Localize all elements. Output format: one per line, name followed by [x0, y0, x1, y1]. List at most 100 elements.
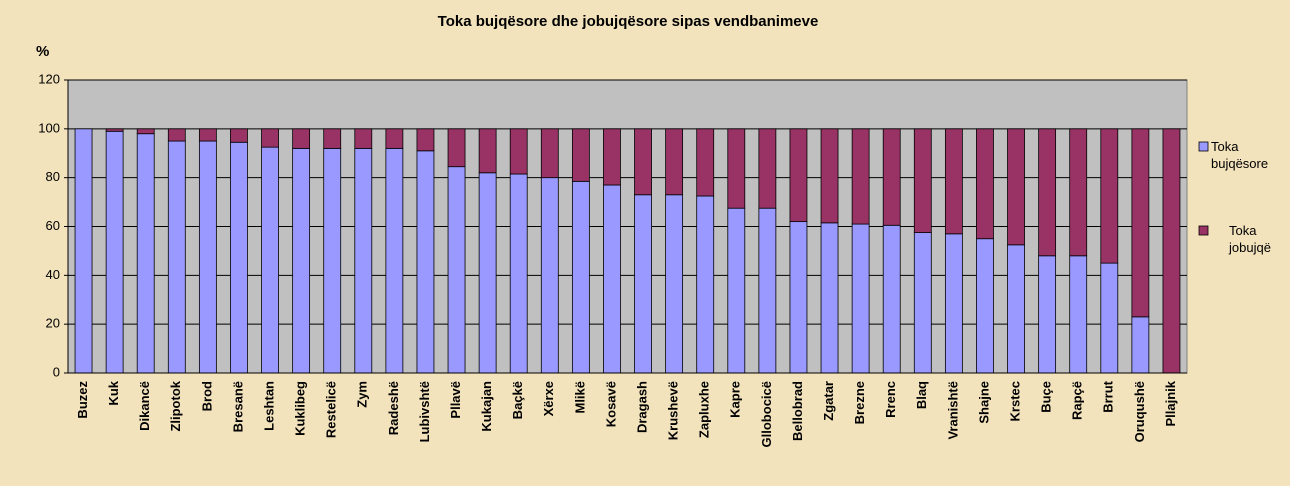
- bar-segment: [354, 147, 373, 374]
- bar-segment: [976, 238, 994, 374]
- x-tick-label: Kuklibeg: [293, 381, 308, 436]
- x-tick-label: Zgatar: [821, 381, 836, 421]
- y-tick-label: 20: [46, 316, 60, 331]
- bar-segment: [1038, 128, 1057, 257]
- bar-segment: [1069, 255, 1088, 374]
- bar-segment: [1162, 128, 1181, 374]
- x-tick-label: Pllavë: [448, 381, 463, 419]
- x-tick-label: Kosavë: [603, 381, 618, 427]
- x-tick-label: Krushevë: [666, 381, 681, 440]
- bar-segment: [696, 128, 715, 197]
- bar-segment: [416, 128, 435, 152]
- x-tick-label: Mlikë: [572, 381, 587, 414]
- legend-label: Toka bujqësore: [1211, 139, 1269, 171]
- x-tick-label: Bresanë: [230, 381, 245, 432]
- x-tick-label: Vranishtë: [945, 381, 960, 440]
- bar-segment: [789, 128, 808, 223]
- x-tick-label: Rapçë: [1070, 381, 1085, 420]
- x-tick-label: Xërxe: [541, 381, 556, 416]
- bar-segment: [292, 147, 311, 374]
- x-tick-label: Kapre: [728, 381, 743, 418]
- bar-segment: [136, 128, 155, 135]
- bar-segment: [1131, 316, 1150, 374]
- x-tick-label: Gllobocicë: [759, 381, 774, 447]
- legend-swatch: [1198, 141, 1209, 152]
- x-tick-label: Bellobrad: [790, 381, 805, 441]
- y-axis-label: %: [36, 43, 49, 60]
- bar-segment: [571, 180, 590, 374]
- bar-segment: [136, 133, 155, 374]
- bar-segment: [758, 128, 777, 209]
- y-tick-label: 120: [38, 71, 60, 86]
- x-tick-label: Krstec: [1007, 381, 1022, 421]
- chart-title: Toka bujqësore dhe jobujqësore sipas ven…: [438, 13, 819, 30]
- y-tick-label: 60: [46, 218, 60, 233]
- bar-segment: [198, 140, 217, 374]
- bar-segment: [665, 194, 684, 374]
- bar-segment: [789, 221, 808, 374]
- bar-segment: [74, 128, 93, 374]
- x-tick-label: Rrenc: [883, 381, 898, 418]
- x-tick-label: Brrut: [1101, 380, 1116, 412]
- x-tick-label: Brod: [199, 381, 214, 411]
- bar-segment: [509, 173, 528, 374]
- bar-segment: [758, 207, 777, 374]
- bar-segment: [416, 150, 435, 374]
- bar-segment: [913, 232, 932, 374]
- bar-segment: [976, 128, 994, 240]
- bar-segment: [261, 146, 279, 374]
- bar-segment: [292, 128, 311, 149]
- bar-segment: [851, 128, 870, 225]
- bar-segment: [820, 222, 839, 374]
- bar-segment: [385, 128, 404, 149]
- x-tick-label: Pllajnik: [1163, 380, 1178, 426]
- bar-segment: [323, 147, 342, 374]
- x-tick-label: Blaq: [914, 381, 929, 409]
- bar-segment: [603, 184, 621, 374]
- bar-segment: [820, 128, 839, 224]
- bar-segment: [167, 140, 186, 374]
- bar-segment: [198, 128, 217, 142]
- x-tick-label: Oruqushë: [1132, 381, 1147, 442]
- x-tick-label: Restelicë: [324, 381, 339, 438]
- bar-segment: [665, 128, 684, 196]
- x-tick-label: Radeshë: [386, 381, 401, 435]
- legend-label: Toka jobujqë: [1229, 223, 1271, 255]
- bar-segment: [1007, 128, 1025, 246]
- bar-segment: [1131, 128, 1150, 318]
- x-tick-label: Brezne: [852, 381, 867, 424]
- x-tick-label: Zlipotok: [168, 380, 183, 431]
- x-tick-label: Buzez: [75, 381, 90, 419]
- bar-segment: [105, 130, 124, 374]
- bar-segment: [230, 141, 248, 374]
- x-tick-label: Zapluxhe: [697, 381, 712, 438]
- bar-segment: [634, 128, 652, 196]
- x-tick-label: Shajne: [976, 381, 991, 424]
- x-tick-label: Kukajan: [479, 381, 494, 432]
- bar-segment: [571, 128, 590, 182]
- bar-segment: [727, 128, 746, 209]
- bar-segment: [913, 128, 932, 234]
- bar-segment: [727, 207, 746, 374]
- bar-segment: [509, 128, 528, 175]
- bar-segment: [882, 128, 901, 226]
- bar-segment: [1100, 262, 1119, 374]
- x-tick-label: Kuk: [106, 380, 121, 405]
- bar-segment: [230, 128, 248, 143]
- x-tick-label: Lubivshtë: [417, 381, 432, 442]
- bar-segment: [944, 128, 963, 235]
- bar-segment: [1007, 244, 1025, 374]
- x-tick-label: Buçe: [1039, 381, 1054, 413]
- y-tick-label: 40: [46, 267, 60, 282]
- legend-swatch: [1198, 225, 1209, 236]
- y-tick-label: 0: [53, 364, 60, 379]
- bar-segment: [354, 128, 373, 149]
- bar-segment: [882, 224, 901, 374]
- x-tick-label: Zym: [355, 381, 370, 408]
- bar-segment: [1069, 128, 1088, 257]
- bar-segment: [261, 128, 279, 148]
- y-tick-label: 80: [46, 169, 60, 184]
- bar-segment: [105, 128, 124, 132]
